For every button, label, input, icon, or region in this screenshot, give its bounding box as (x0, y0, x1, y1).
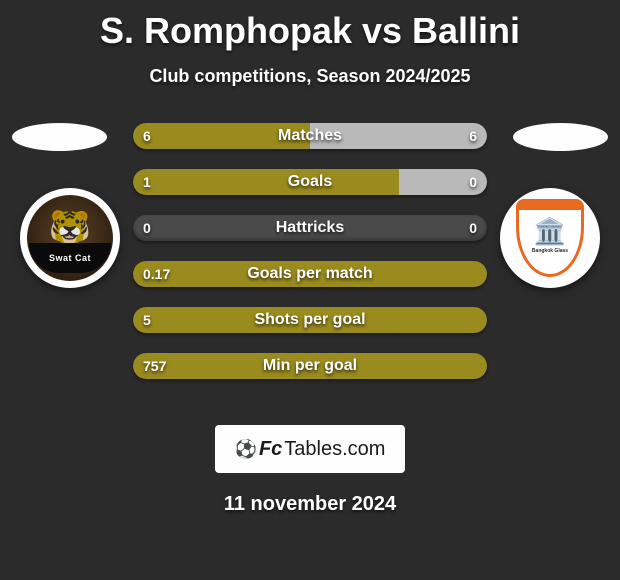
brand-tables: Tables.com (284, 438, 385, 461)
stat-label: Hattricks (133, 215, 487, 241)
stat-value-left: 757 (143, 353, 166, 379)
stat-row: 5Shots per goal (133, 307, 487, 333)
stat-fill-right (310, 123, 487, 149)
team-name-left: Swat Cat (29, 243, 111, 273)
stat-rows: 66Matches10Goals00Hattricks0.17Goals per… (133, 123, 487, 379)
team-badge-left: 🐯 Swat Cat (20, 188, 120, 288)
stat-row: 0 0Hattricks (133, 215, 487, 241)
date-label: 11 november 2024 (0, 493, 620, 516)
stat-row: 757Min per goal (133, 353, 487, 379)
team-badge-right-inner: 🏛️ Bangkok Glass (513, 195, 587, 281)
stat-value-left: 5 (143, 307, 151, 333)
stat-value-left: 0.17 (143, 261, 170, 287)
page-title: S. Romphopak vs Ballini (0, 0, 620, 52)
stat-value-left: 0 (143, 215, 151, 241)
stat-fill-left (133, 307, 487, 333)
stat-value-left: 1 (143, 169, 151, 195)
stat-value-right: 0 (469, 169, 477, 195)
stat-fill-left (133, 169, 399, 195)
team-badge-right: 🏛️ Bangkok Glass (500, 188, 600, 288)
subtitle: Club competitions, Season 2024/2025 (0, 66, 620, 87)
spotlight-right (513, 123, 608, 151)
stat-fill-left (133, 261, 487, 287)
team-name-right: Bangkok Glass (532, 249, 568, 254)
stat-row: 0.17Goals per match (133, 261, 487, 287)
comparison-arena: 🐯 Swat Cat 🏛️ Bangkok Glass 66Matches10G… (0, 123, 620, 383)
stat-row: 66Matches (133, 123, 487, 149)
stat-fill-left (133, 353, 487, 379)
spotlight-left (12, 123, 107, 151)
stat-value-right: 6 (469, 123, 477, 149)
stat-value-right: 0 (469, 215, 477, 241)
stat-value-left: 6 (143, 123, 151, 149)
brand-fc: Fc (259, 438, 282, 461)
ball-icon: ⚽ (235, 439, 257, 460)
glass-icon: 🏛️ (534, 216, 566, 247)
stat-row: 10Goals (133, 169, 487, 195)
stat-fill-left (133, 123, 310, 149)
shield-icon: 🏛️ Bangkok Glass (516, 199, 584, 277)
team-badge-left-inner: 🐯 Swat Cat (27, 195, 113, 281)
brand-badge: ⚽ FcTables.com (215, 425, 405, 473)
